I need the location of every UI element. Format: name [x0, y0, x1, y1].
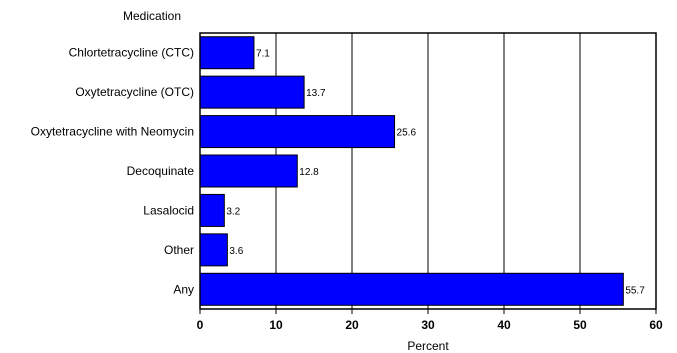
x-tick-label: 50	[573, 318, 587, 332]
bar	[199, 36, 255, 70]
x-axis-ticks: 0 10 20 30 40 50 60	[197, 309, 663, 332]
category-label: Any	[173, 282, 194, 296]
data-label: 25.6	[397, 128, 417, 139]
category-label: Decoquinate	[127, 164, 195, 178]
grid-lines	[275, 33, 581, 309]
data-label: 55.7	[625, 285, 645, 296]
x-tick-label: 0	[197, 318, 204, 332]
bar	[199, 272, 624, 306]
data-label: 3.6	[229, 246, 243, 257]
bar	[199, 75, 305, 109]
bar	[199, 154, 298, 188]
category-label: Other	[164, 243, 194, 257]
category-label: Chlortetracycline (CTC)	[69, 46, 194, 60]
plot-frame	[199, 32, 657, 310]
chart-title: Medication	[123, 9, 181, 23]
category-labels: Chlortetracycline (CTC) Oxytetracycline (…	[31, 46, 195, 297]
bar	[199, 233, 228, 267]
bars	[199, 36, 624, 306]
x-tick-label: 30	[421, 318, 435, 332]
x-axis-title: Percent	[407, 339, 449, 353]
data-label: 7.1	[256, 49, 270, 60]
category-label: Lasalocid	[143, 203, 194, 217]
data-label: 13.7	[306, 88, 326, 99]
data-labels: 7.1 13.7 25.6 12.8 3.2 3.6 55.7	[226, 49, 645, 297]
data-label: 3.2	[226, 206, 240, 217]
data-label: 12.8	[299, 167, 319, 178]
x-tick-label: 10	[269, 318, 283, 332]
category-label: Oxytetracycline with Neomycin	[31, 125, 194, 139]
bar	[199, 193, 225, 227]
x-tick-label: 20	[345, 318, 359, 332]
category-label: Oxytetracycline (OTC)	[75, 85, 194, 99]
x-tick-label: 60	[649, 318, 663, 332]
bar	[199, 115, 396, 149]
x-tick-label: 40	[497, 318, 511, 332]
